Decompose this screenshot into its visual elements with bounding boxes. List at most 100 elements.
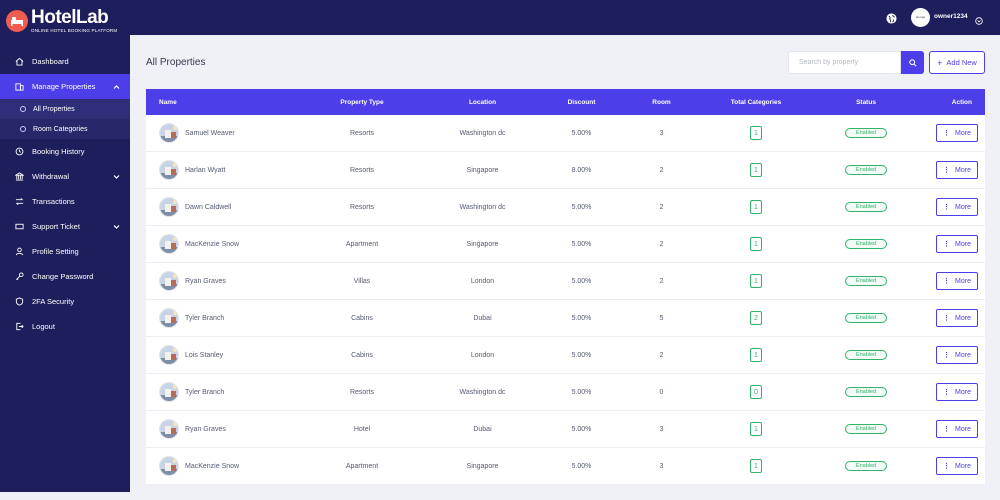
total-categories-badge: 1 [750, 459, 762, 473]
total-categories-badge: 1 [750, 126, 762, 140]
more-vertical-icon: ⋮ [943, 241, 951, 248]
property-room-count: 0 [659, 388, 664, 396]
column-header-location: Location [468, 98, 497, 106]
add-new-button[interactable]: + Add New [929, 51, 985, 74]
property-discount: 5.00% [571, 277, 592, 285]
table-row: Tyler Branch Cabins Dubai 5.00% 5 2 Enab… [146, 300, 985, 337]
avatar-text: site logo [915, 16, 926, 19]
property-location: Washington dc [459, 203, 506, 211]
sidebar-item-booking-history[interactable]: Booking History [0, 139, 130, 164]
sidebar-item-withdrawal[interactable]: Withdrawal [0, 164, 130, 189]
property-name: Lois Stanley [185, 351, 224, 359]
sidebar-item-manage-properties[interactable]: Manage Properties [0, 74, 130, 99]
sidebar-subitem-all-properties[interactable]: All Properties [0, 99, 130, 119]
sidebar-item-profile-setting[interactable]: Profile Setting [0, 239, 130, 264]
property-discount: 5.00% [571, 425, 592, 433]
status-badge: Enabled [845, 165, 887, 175]
bed-icon [6, 10, 28, 32]
sidebar-subitem-room-categories[interactable]: Room Categories [0, 119, 130, 139]
chevron-down-icon[interactable] [975, 12, 983, 30]
sidebar-item-2fa-security[interactable]: 2FA Security [0, 289, 130, 314]
property-name: Harlan Wyatt [185, 166, 226, 174]
status-badge: Enabled [845, 313, 887, 323]
avatar[interactable]: site logo [911, 8, 930, 27]
properties-table: Name Property Type Location Discount Roo… [146, 89, 985, 485]
property-discount: 8.00% [571, 166, 592, 174]
more-button[interactable]: ⋮ More [936, 346, 978, 364]
more-button[interactable]: ⋮ More [936, 161, 978, 179]
property-image [159, 456, 179, 476]
status-badge: Enabled [845, 276, 887, 286]
search-button[interactable] [901, 51, 924, 74]
search-input[interactable] [788, 51, 901, 74]
exchange-icon [14, 197, 24, 207]
more-button[interactable]: ⋮ More [936, 124, 978, 142]
more-button-label: More [955, 203, 971, 211]
chevron-down-icon [113, 173, 120, 182]
sidebar-item-transactions[interactable]: Transactions [0, 189, 130, 214]
shield-icon [14, 297, 24, 307]
search-icon [908, 54, 917, 72]
more-vertical-icon: ⋮ [943, 315, 951, 322]
more-button[interactable]: ⋮ More [936, 420, 978, 438]
property-type: Cabins [351, 314, 373, 322]
total-categories-badge: 1 [750, 237, 762, 251]
sidebar-item-label: Transactions [32, 197, 75, 206]
property-location: Singapore [466, 462, 499, 470]
more-vertical-icon: ⋮ [943, 278, 951, 285]
table-header: Name Property Type Location Discount Roo… [146, 89, 985, 115]
property-type: Resorts [349, 129, 375, 137]
property-location: London [470, 277, 495, 285]
property-name: Tyler Branch [185, 314, 225, 322]
circle-icon [20, 126, 26, 132]
more-button[interactable]: ⋮ More [936, 309, 978, 327]
status-badge: Enabled [845, 461, 887, 471]
property-discount: 5.00% [571, 351, 592, 359]
property-type: Resorts [349, 203, 375, 211]
property-name: MacKenzie Snow [185, 462, 240, 470]
property-name: Tyler Branch [185, 388, 225, 396]
more-button[interactable]: ⋮ More [936, 383, 978, 401]
property-location: Dubai [473, 314, 492, 322]
property-location: Washington dc [459, 129, 506, 137]
status-badge: Enabled [845, 350, 887, 360]
chevron-down-icon [113, 223, 120, 232]
property-type: Resorts [349, 166, 375, 174]
property-room-count: 3 [659, 462, 664, 470]
username[interactable]: owner1234 [934, 13, 968, 20]
ticket-icon [14, 222, 24, 232]
column-header-status: Status [856, 98, 876, 106]
status-badge: Enabled [845, 239, 887, 249]
table-row: MacKenzie Snow Apartment Singapore 5.00%… [146, 226, 985, 263]
more-button[interactable]: ⋮ More [936, 457, 978, 475]
more-button-label: More [955, 425, 971, 433]
sidebar-item-label: Change Password [32, 272, 94, 281]
status-badge: Enabled [845, 202, 887, 212]
property-image [159, 197, 179, 217]
sidebar-item-dashboard[interactable]: Dashboard [0, 49, 130, 74]
sidebar-item-label: Profile Setting [32, 247, 79, 256]
property-location: Singapore [466, 240, 499, 248]
sidebar-item-change-password[interactable]: Change Password [0, 264, 130, 289]
property-image [159, 160, 179, 180]
more-button-label: More [955, 240, 971, 248]
more-button[interactable]: ⋮ More [936, 198, 978, 216]
property-image [159, 345, 179, 365]
more-button[interactable]: ⋮ More [936, 235, 978, 253]
sidebar-item-support-ticket[interactable]: Support Ticket [0, 214, 130, 239]
globe-icon[interactable] [886, 11, 897, 29]
property-room-count: 2 [659, 351, 664, 359]
more-button-label: More [955, 166, 971, 174]
property-discount: 5.00% [571, 314, 592, 322]
total-categories-badge: 2 [750, 311, 762, 325]
more-button[interactable]: ⋮ More [936, 272, 978, 290]
more-button-label: More [955, 129, 971, 137]
logo[interactable]: HotelLab ONLINE HOTEL BOOKING PLATFORM [0, 0, 130, 42]
table-row: MacKenzie Snow Apartment Singapore 5.00%… [146, 448, 985, 485]
sidebar-item-logout[interactable]: Logout [0, 314, 130, 339]
property-room-count: 5 [659, 314, 664, 322]
property-image [159, 308, 179, 328]
building-icon [14, 82, 24, 92]
property-discount: 5.00% [571, 462, 592, 470]
more-vertical-icon: ⋮ [943, 463, 951, 470]
